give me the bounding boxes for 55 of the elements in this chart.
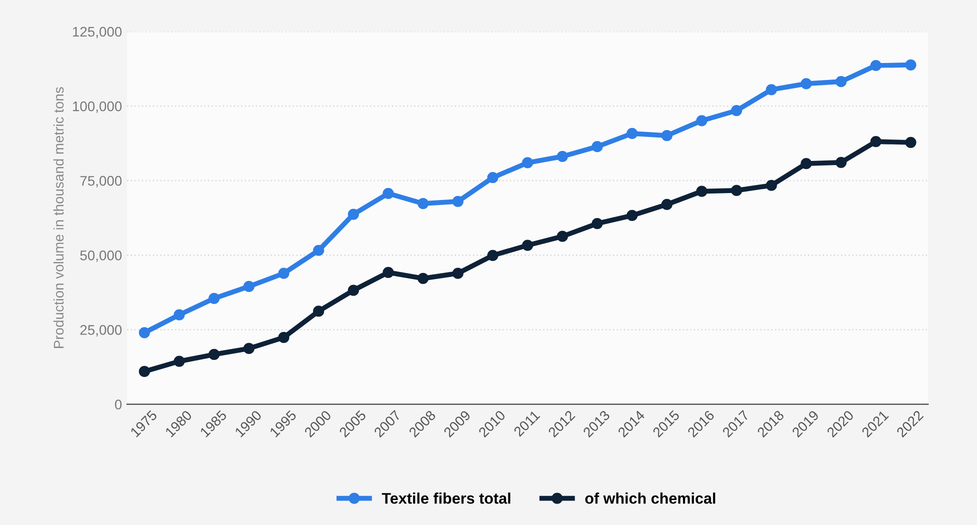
- point: [243, 342, 254, 354]
- point: [348, 208, 359, 220]
- point: [626, 210, 638, 222]
- point: [905, 136, 916, 148]
- y-axis-title: Production volume in thousand metric tons: [53, 87, 64, 348]
- point: [766, 84, 777, 96]
- point: [696, 115, 708, 126]
- point: [522, 240, 534, 251]
- point: [905, 59, 916, 70]
- y-tick-label: 100,000: [73, 101, 122, 113]
- point: [661, 198, 672, 210]
- point: [731, 104, 742, 116]
- point: [452, 196, 464, 208]
- point: [800, 158, 812, 170]
- point: [174, 356, 185, 367]
- point: [870, 60, 882, 72]
- point: [661, 130, 672, 142]
- point: [731, 184, 742, 196]
- point: [382, 188, 394, 199]
- point: [138, 366, 150, 378]
- point: [592, 141, 603, 152]
- point: [278, 332, 290, 344]
- point: [556, 150, 568, 162]
- point: [800, 78, 812, 90]
- point: [487, 250, 498, 262]
- y-tick-label: 50,000: [80, 250, 122, 262]
- point: [208, 348, 220, 360]
- y-tick-label: 125,000: [73, 26, 122, 38]
- point: [382, 266, 394, 278]
- point: [696, 186, 708, 197]
- point: [626, 128, 638, 140]
- point: [348, 284, 359, 296]
- point: [278, 268, 290, 279]
- point: [418, 198, 429, 210]
- point: [208, 292, 220, 304]
- point: [836, 156, 847, 168]
- point: [313, 244, 324, 256]
- legend-label: Textile fibers total: [382, 492, 510, 504]
- point: [870, 136, 882, 148]
- point: [487, 172, 498, 184]
- point: [174, 309, 185, 320]
- point: [138, 327, 150, 338]
- y-tick-label: 0: [114, 400, 122, 410]
- point: [452, 268, 464, 279]
- point: [418, 272, 429, 284]
- legend-label: of which chemical: [585, 492, 716, 504]
- point: [836, 76, 847, 88]
- point: [313, 306, 324, 317]
- point: [556, 230, 568, 242]
- point: [243, 280, 254, 292]
- point: [592, 218, 603, 230]
- point: [766, 180, 777, 191]
- point: [522, 157, 534, 168]
- y-tick-label: 75,000: [80, 176, 122, 188]
- y-tick-label: 25,000: [80, 325, 122, 337]
